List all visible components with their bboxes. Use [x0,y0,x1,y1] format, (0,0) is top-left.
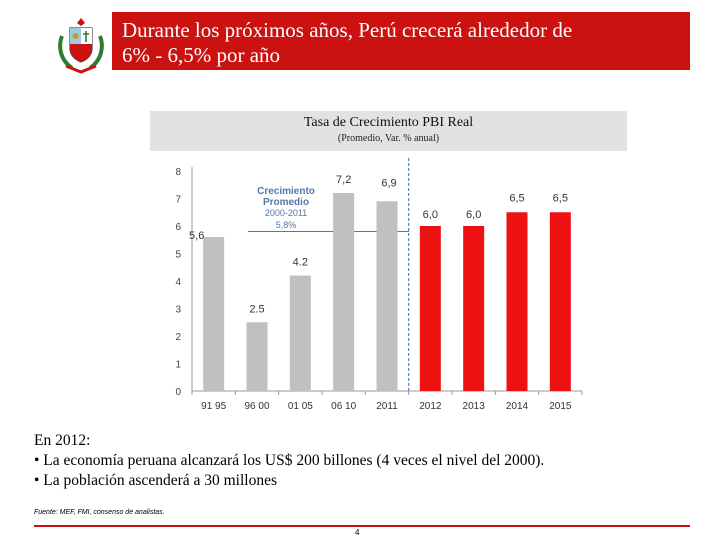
x-tick-label: 91 95 [201,401,226,412]
peru-coat-of-arms-icon [58,18,104,74]
average-growth-annotation: 2000-2011 [265,208,307,218]
summary-heading: En 2012: [34,432,91,449]
summary-bullet: • La población ascenderá a 30 millones [34,472,278,489]
slide-title: Durante los próximos años, Perú crecerá … [122,18,573,67]
header-bar: Durante los próximos años, Perú crecerá … [112,12,690,70]
y-tick-label: 1 [175,360,181,371]
average-growth-annotation: Crecimiento [257,186,315,197]
bar-2014 [506,212,528,391]
x-tick-label: 96 00 [244,401,269,412]
y-tick-label: 5 [175,250,181,261]
x-tick-label: 2014 [506,401,529,412]
y-tick-label: 4 [175,277,181,288]
x-tick-label: 2015 [549,401,572,412]
x-tick-label: 2013 [463,401,486,412]
y-tick-label: 3 [175,305,181,316]
y-tick-label: 8 [175,167,181,178]
bar-2011 [376,201,398,391]
bar-value-label: 6,5 [553,192,568,204]
bar-01-05 [289,275,311,391]
bar-value-label: 2.5 [249,303,264,315]
bar-value-label: 5,6 [189,230,204,242]
chart-header: Tasa de Crecimiento PBI Real (Promedio, … [150,111,627,151]
chart-subtitle: (Promedio, Var. % anual) [337,133,440,144]
y-tick-label: 6 [175,222,181,233]
y-tick-label: 0 [175,387,181,398]
x-tick-label: 2012 [419,401,442,412]
bar-91-95 [203,237,225,391]
y-tick-label: 2 [175,332,181,343]
bar-value-label: 6,9 [381,177,396,189]
chart-title: Tasa de Crecimiento PBI Real [303,115,474,130]
bar-value-label: 6,0 [423,209,438,221]
bar-96-00 [246,322,268,391]
summary-bullet: • La economía peruana alcanzará los US$ … [34,452,545,469]
bar-06-10 [333,193,355,391]
footer-divider [34,525,690,527]
page-number: 4 [355,528,360,537]
summary-text: En 2012: • La economía peruana alcanzará… [34,431,694,491]
bar-value-label: 7,2 [336,174,351,186]
x-tick-label: 06 10 [331,401,356,412]
x-tick-label: 01 05 [288,401,313,412]
bar-value-label: 4.2 [293,257,308,269]
average-growth-annotation: Promedio [263,197,309,208]
average-growth-annotation: 5,8% [276,220,297,230]
bar-value-label: 6,0 [466,209,481,221]
bar-2012 [419,226,441,391]
y-tick-label: 7 [175,195,181,206]
source-note: Fuente: MEF, FMI, consenso de analistas. [34,509,165,516]
bar-value-label: 6,5 [509,192,524,204]
bar-2013 [463,226,485,391]
x-tick-label: 2011 [376,401,398,412]
bar-2015 [549,212,571,391]
